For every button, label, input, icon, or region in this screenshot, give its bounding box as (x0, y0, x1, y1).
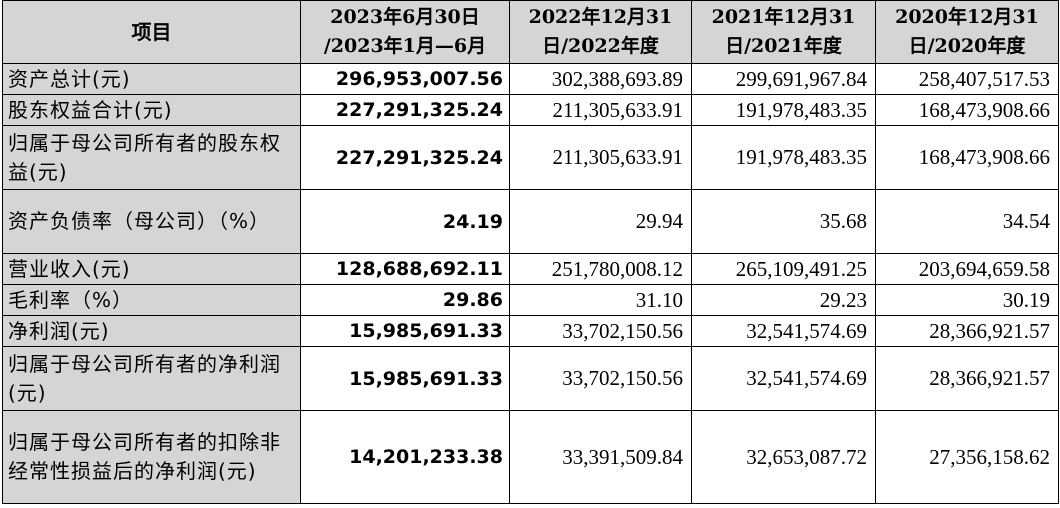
header-2023: 2023年6月30日/2023年1月—6月 (300, 0, 510, 64)
row-label: 股东权益合计(元) (2, 94, 301, 126)
cell-2023: 29.86 (300, 284, 510, 316)
header-2022-line2: 日/2022年度 (542, 35, 659, 57)
cell-2021: 32,541,574.69 (691, 346, 876, 411)
cell-2020: 203,694,659.58 (875, 253, 1059, 285)
cell-2023: 227,291,325.24 (300, 125, 510, 190)
row-label: 毛利率（%） (2, 284, 301, 316)
cell-2021: 32,541,574.69 (691, 315, 876, 347)
cell-2022: 302,388,693.89 (509, 63, 692, 95)
cell-2023: 14,201,233.38 (300, 410, 510, 504)
table-row: 股东权益合计(元) 227,291,325.24 211,305,633.91 … (2, 94, 1059, 126)
header-2022: 2022年12月31 日/2022年度 (509, 0, 692, 64)
table-row: 归属于母公司所有者的净利润(元) 15,985,691.33 33,702,15… (2, 346, 1059, 411)
row-label: 营业收入(元) (2, 253, 301, 285)
cell-2021: 35.68 (691, 189, 876, 254)
cell-2022: 33,702,150.56 (509, 315, 692, 347)
header-2020: 2020年12月31 日/2020年度 (875, 0, 1059, 64)
table-row: 归属于母公司所有者的扣除非经常性损益后的净利润(元) 14,201,233.38… (2, 410, 1059, 504)
table-row: 资产总计(元) 296,953,007.56 302,388,693.89 29… (2, 63, 1059, 95)
row-label: 归属于母公司所有者的股东权益(元) (2, 125, 301, 190)
header-item: 项目 (2, 0, 301, 64)
cell-2020: 28,366,921.57 (875, 346, 1059, 411)
row-label: 资产总计(元) (2, 63, 301, 95)
cell-2022: 29.94 (509, 189, 692, 254)
cell-2023: 15,985,691.33 (300, 346, 510, 411)
cell-2022: 211,305,633.91 (509, 125, 692, 190)
cell-2022: 251,780,008.12 (509, 253, 692, 285)
cell-2021: 29.23 (691, 284, 876, 316)
table-row: 净利润(元) 15,985,691.33 33,702,150.56 32,54… (2, 315, 1059, 347)
header-2023-line2: /2023年1月—6月 (323, 35, 487, 57)
header-2020-line1: 2020年12月31 (895, 6, 1039, 28)
cell-2021: 265,109,491.25 (691, 253, 876, 285)
cell-2020: 30.19 (875, 284, 1059, 316)
cell-2020: 258,407,517.53 (875, 63, 1059, 95)
table-row: 营业收入(元) 128,688,692.11 251,780,008.12 26… (2, 253, 1059, 285)
table-row: 资产负债率（母公司）（%） 24.19 29.94 35.68 34.54 (2, 189, 1059, 254)
cell-2023: 24.19 (300, 189, 510, 254)
header-2023-line1: 2023年6月30日 (330, 6, 480, 28)
cell-2022: 33,391,509.84 (509, 410, 692, 504)
table-row: 归属于母公司所有者的股东权益(元) 227,291,325.24 211,305… (2, 125, 1059, 190)
cell-2023: 227,291,325.24 (300, 94, 510, 126)
row-label: 归属于母公司所有者的扣除非经常性损益后的净利润(元) (2, 410, 301, 504)
table-row: 毛利率（%） 29.86 31.10 29.23 30.19 (2, 284, 1059, 316)
table-header-row: 项目 2023年6月30日/2023年1月—6月 2022年12月31 日/202… (2, 0, 1059, 64)
cell-2020: 27,356,158.62 (875, 410, 1059, 504)
cell-2023: 296,953,007.56 (300, 63, 510, 95)
row-label: 净利润(元) (2, 315, 301, 347)
header-2022-line1: 2022年12月31 (528, 6, 673, 28)
cell-2021: 191,978,483.35 (691, 94, 876, 126)
cell-2021: 191,978,483.35 (691, 125, 876, 190)
cell-2020: 168,473,908.66 (875, 125, 1059, 190)
header-2021-line2: 日/2021年度 (725, 35, 842, 57)
cell-2022: 211,305,633.91 (509, 94, 692, 126)
cell-2020: 28,366,921.57 (875, 315, 1059, 347)
cell-2021: 299,691,967.84 (691, 63, 876, 95)
header-2020-line2: 日/2020年度 (908, 35, 1026, 57)
row-label: 归属于母公司所有者的净利润(元) (2, 346, 301, 411)
header-2021: 2021年12月31 日/2021年度 (691, 0, 876, 64)
cell-2020: 168,473,908.66 (875, 94, 1059, 126)
cell-2021: 32,653,087.72 (691, 410, 876, 504)
cell-2023: 15,985,691.33 (300, 315, 510, 347)
cell-2023: 128,688,692.11 (300, 253, 510, 285)
cell-2022: 31.10 (509, 284, 692, 316)
header-2021-line1: 2021年12月31 (711, 6, 856, 28)
row-label: 资产负债率（母公司）（%） (2, 189, 301, 254)
cell-2020: 34.54 (875, 189, 1059, 254)
cell-2022: 33,702,150.56 (509, 346, 692, 411)
